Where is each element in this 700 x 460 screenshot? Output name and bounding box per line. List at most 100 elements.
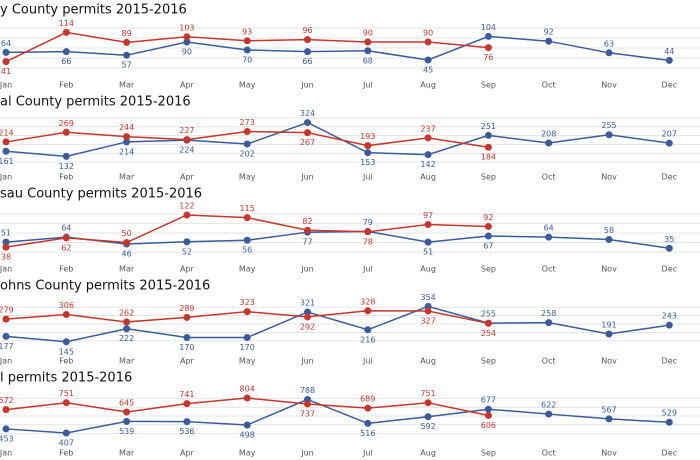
data-label: 737 [300, 409, 315, 418]
point [2, 147, 10, 155]
data-label: 62 [61, 243, 71, 252]
data-label: 142 [420, 160, 435, 169]
point [2, 243, 10, 251]
point [2, 48, 10, 56]
data-label: 273 [240, 118, 255, 127]
data-label: 804 [240, 385, 255, 394]
data-label: 45 [423, 66, 433, 75]
point [62, 48, 70, 56]
point [364, 419, 372, 427]
x-tick-label: Feb [59, 357, 73, 366]
point [123, 325, 131, 333]
point [424, 307, 432, 315]
data-label: 56 [242, 246, 252, 255]
x-tick-label: Apr [180, 265, 195, 274]
point [364, 142, 372, 150]
point [304, 48, 311, 56]
point [183, 136, 191, 144]
point [243, 308, 251, 316]
x-tick-label: Jul [362, 357, 373, 366]
point [304, 313, 311, 321]
chart-title: ohns County permits 2015-2016 [0, 279, 210, 294]
data-label: 79 [363, 218, 373, 227]
point [484, 232, 492, 240]
point [304, 308, 311, 316]
data-label: 214 [119, 147, 134, 156]
data-label: 50 [122, 229, 132, 238]
point [364, 326, 372, 334]
x-tick-label: Feb [59, 173, 73, 182]
x-tick-label: Oct [542, 81, 556, 90]
point [545, 37, 553, 45]
data-label: 193 [360, 132, 375, 141]
x-tick-label: Apr [180, 81, 195, 90]
data-label: 66 [302, 57, 312, 66]
x-tick-label: Mar [119, 357, 135, 366]
data-label: 237 [420, 124, 435, 133]
x-tick-label: Dec [662, 81, 677, 90]
x-tick-label: May [239, 265, 256, 274]
point [123, 38, 131, 46]
x-tick-label: Aug [420, 357, 436, 366]
data-label: 64 [61, 224, 71, 233]
x-tick-label: Jan [0, 173, 12, 182]
series-line [5, 121, 670, 158]
chart-title: y County permits 2015-2016 [0, 3, 187, 18]
data-label: 645 [119, 399, 134, 408]
point [545, 410, 553, 418]
data-label: 46 [122, 250, 132, 259]
data-label: 114 [59, 19, 74, 28]
data-label: 161 [0, 157, 14, 166]
data-label: 68 [363, 56, 373, 65]
series-line [5, 230, 670, 250]
point [665, 139, 673, 147]
data-label: 516 [360, 429, 375, 438]
data-label: 67 [483, 242, 493, 251]
x-tick-label: Mar [119, 173, 135, 182]
chart-title: al County permits 2015-2016 [0, 95, 191, 110]
data-label: 324 [300, 109, 315, 118]
data-label: 224 [179, 146, 194, 155]
data-label: 306 [59, 301, 74, 310]
data-label: 89 [122, 29, 132, 38]
x-tick-label: Nov [601, 81, 617, 90]
data-label: 292 [300, 322, 315, 331]
data-label: 115 [240, 204, 255, 213]
point [304, 129, 311, 137]
data-label: 672 [0, 396, 14, 405]
point [424, 413, 432, 421]
data-label: 207 [662, 130, 677, 139]
point [364, 228, 372, 236]
point [243, 421, 251, 429]
point [304, 36, 311, 44]
data-label: 327 [420, 316, 435, 325]
data-label: 58 [604, 226, 614, 235]
x-tick-label: Sep [481, 173, 496, 182]
point [304, 400, 311, 408]
x-tick-label: Feb [59, 81, 73, 90]
point [2, 406, 10, 414]
point [62, 234, 70, 242]
data-label: 177 [0, 342, 14, 351]
series-line [5, 305, 670, 343]
data-label: 243 [662, 312, 677, 321]
point [62, 311, 70, 319]
x-tick-label: Nov [601, 449, 617, 458]
point [243, 334, 251, 342]
data-label: 57 [122, 61, 132, 70]
data-label: 269 [59, 119, 74, 128]
point [62, 128, 70, 136]
x-tick-label: Mar [119, 81, 135, 90]
x-tick-label: Sep [481, 449, 496, 458]
point [424, 238, 432, 246]
point [424, 134, 432, 142]
data-label: 90 [182, 48, 192, 57]
data-label: 103 [179, 23, 194, 32]
x-tick-label: Nov [601, 357, 617, 366]
point [545, 233, 553, 241]
x-tick-label: Sep [481, 81, 496, 90]
data-label: 96 [302, 26, 312, 35]
data-label: 751 [59, 389, 74, 398]
x-tick-label: Mar [119, 265, 135, 274]
data-label: 222 [119, 334, 134, 343]
